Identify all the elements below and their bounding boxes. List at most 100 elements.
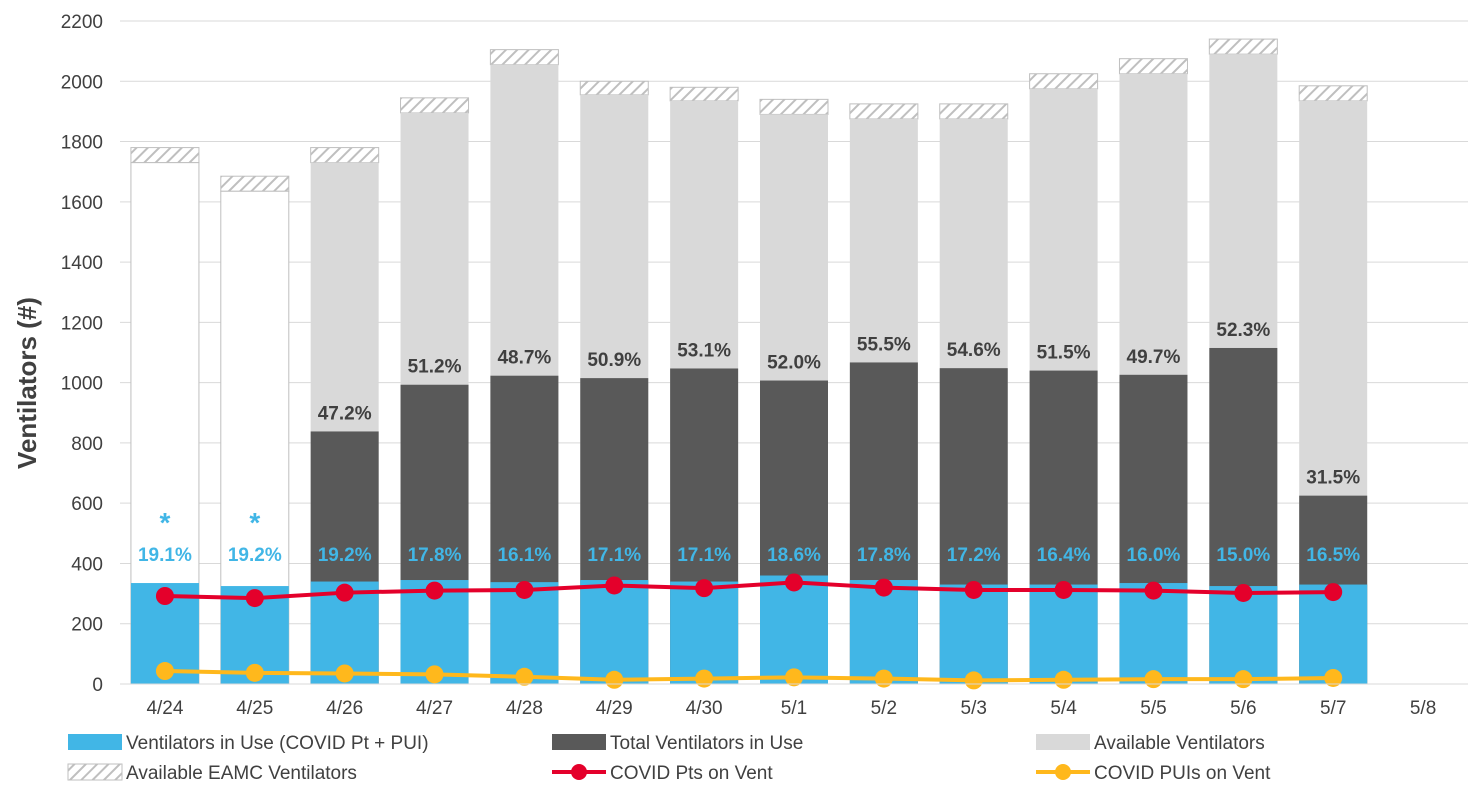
bar-covid-in-use — [760, 575, 828, 684]
bar-available-eamc — [130, 147, 200, 164]
x-tick-label: 4/27 — [416, 698, 453, 719]
covid-puis-marker — [605, 670, 624, 689]
covid-pts-marker — [1324, 583, 1343, 602]
percent-covid-label: 17.8% — [857, 545, 911, 566]
bar-covid-in-use — [670, 581, 739, 684]
covid-pts-marker — [515, 580, 534, 599]
covid-pts-marker — [155, 587, 174, 606]
covid-pts-marker — [245, 589, 264, 608]
covid-pts-marker — [695, 579, 714, 598]
bar-covid-in-use — [849, 580, 918, 684]
covid-pts-marker — [425, 581, 444, 600]
covid-puis-marker — [155, 662, 174, 681]
y-tick-label: 2200 — [61, 12, 103, 33]
x-tick-label: 5/6 — [1230, 698, 1256, 719]
percent-in-use-label: 51.2% — [408, 357, 462, 378]
x-tick-label: 4/30 — [686, 698, 723, 719]
covid-puis-marker — [515, 667, 534, 686]
x-tick-label: 4/24 — [146, 698, 183, 719]
y-axis: 0 200 400 600 800 1000 1200 1400 1600 1800 2000 220… — [61, 12, 103, 696]
y-tick-label: 0 — [92, 675, 103, 696]
covid-puis-marker — [1324, 668, 1343, 687]
covid-puis-marker — [874, 669, 893, 688]
percent-in-use-label: 55.5% — [857, 334, 911, 355]
covid-puis-marker — [245, 663, 264, 682]
covid-pts-marker — [1234, 583, 1253, 602]
percent-covid-label: 15.0% — [1216, 545, 1270, 566]
x-tick-label: 5/2 — [871, 698, 897, 719]
asterisk-note: * — [249, 507, 260, 538]
y-axis-title: Ventilators (#) — [12, 297, 42, 469]
legend-label: Total Ventilators in Use — [610, 733, 803, 754]
x-tick-label: 5/5 — [1140, 698, 1166, 719]
legend-swatch-blue — [68, 734, 122, 750]
y-tick-label: 400 — [71, 554, 103, 575]
covid-pts-marker — [964, 580, 983, 599]
bar-available-eamc — [939, 103, 1009, 120]
percent-in-use-label: 54.6% — [947, 340, 1001, 361]
percent-covid-label: 19.2% — [318, 545, 372, 566]
bar-available-eamc — [759, 98, 829, 115]
percent-in-use-label: 52.3% — [1216, 320, 1270, 341]
bar-available-eamc — [1029, 73, 1099, 90]
percent-covid-label: 16.4% — [1037, 545, 1091, 566]
legend-label: Ventilators in Use (COVID Pt + PUI) — [126, 733, 429, 754]
covid-pts-line — [164, 580, 1334, 601]
y-tick-label: 2000 — [61, 72, 103, 93]
covid-puis-marker — [785, 668, 803, 687]
percent-in-use-label: 51.5% — [1037, 343, 1091, 364]
y-tick-label: 1000 — [61, 374, 103, 395]
covid-puis-marker — [425, 665, 444, 684]
legend-swatch-dark-gray — [552, 734, 606, 750]
covid-puis-marker — [964, 671, 983, 690]
x-tick-label: 4/26 — [326, 698, 363, 719]
legend-label: Available Ventilators — [1094, 733, 1265, 754]
bar-covid-in-use — [1119, 583, 1188, 684]
bar-available-eamc — [669, 86, 739, 102]
legend: Ventilators in Use (COVID Pt + PUI) Total… — [67, 733, 1271, 784]
legend-label: Available EAMC Ventilators — [126, 763, 357, 784]
covid-pts-marker — [335, 583, 354, 602]
x-tick-label: 4/29 — [596, 698, 633, 719]
x-tick-label: 5/3 — [961, 698, 987, 719]
covid-pts-marker — [1144, 581, 1163, 600]
bar-available-eamc — [489, 49, 559, 66]
percent-covid-label: 19.2% — [228, 545, 282, 566]
bar-available-eamc — [220, 175, 290, 192]
percent-covid-label: 18.6% — [767, 545, 821, 566]
percent-in-use-label: 52.0% — [767, 353, 821, 374]
y-tick-label: 1800 — [61, 133, 103, 154]
x-tick-label: 5/1 — [781, 698, 807, 719]
covid-puis-marker — [1144, 670, 1163, 689]
percent-in-use-label: 47.2% — [318, 403, 372, 424]
x-axis: 4/24 4/25 4/26 4/27 4/28 4/29 4/30 5/1 5/2 5/3 5/4… — [120, 683, 1468, 719]
percent-covid-label: 16.1% — [497, 545, 551, 566]
percent-in-use-label: 48.7% — [497, 348, 551, 369]
covid-pts-marker — [785, 573, 803, 592]
x-tick-label: 4/25 — [236, 698, 273, 719]
percent-covid-label: 17.1% — [677, 545, 731, 566]
percent-covid-label: 16.5% — [1306, 545, 1360, 566]
legend-label: COVID PUIs on Vent — [1094, 763, 1271, 784]
bar-covid-in-use — [939, 584, 1008, 684]
legend-marker-icon — [1055, 764, 1071, 780]
legend-label: COVID Pts on Vent — [610, 763, 773, 784]
x-tick-label: 5/8 — [1410, 698, 1436, 719]
percent-covid-label: 19.1% — [138, 545, 192, 566]
data-labels: 19.1% * 19.2% * 47.2% 19.2% 51.2% 17.8% 48.7% 16.… — [138, 320, 1360, 566]
percent-in-use-label: 49.7% — [1127, 347, 1181, 368]
covid-puis-marker — [695, 669, 714, 688]
covid-pts-marker — [1054, 580, 1073, 599]
asterisk-note: * — [159, 507, 170, 538]
legend-swatch-light-gray — [1036, 734, 1090, 750]
y-tick-label: 1200 — [61, 313, 103, 334]
bar-covid-in-use — [1299, 584, 1368, 684]
covid-pts-marker — [874, 578, 893, 597]
percent-covid-label: 16.0% — [1127, 545, 1181, 566]
bar-available-eamc — [1118, 58, 1188, 75]
legend-marker-icon — [571, 764, 587, 780]
x-tick-label: 4/28 — [506, 698, 543, 719]
percent-in-use-label: 53.1% — [677, 340, 731, 361]
bar-available-eamc — [579, 80, 649, 96]
